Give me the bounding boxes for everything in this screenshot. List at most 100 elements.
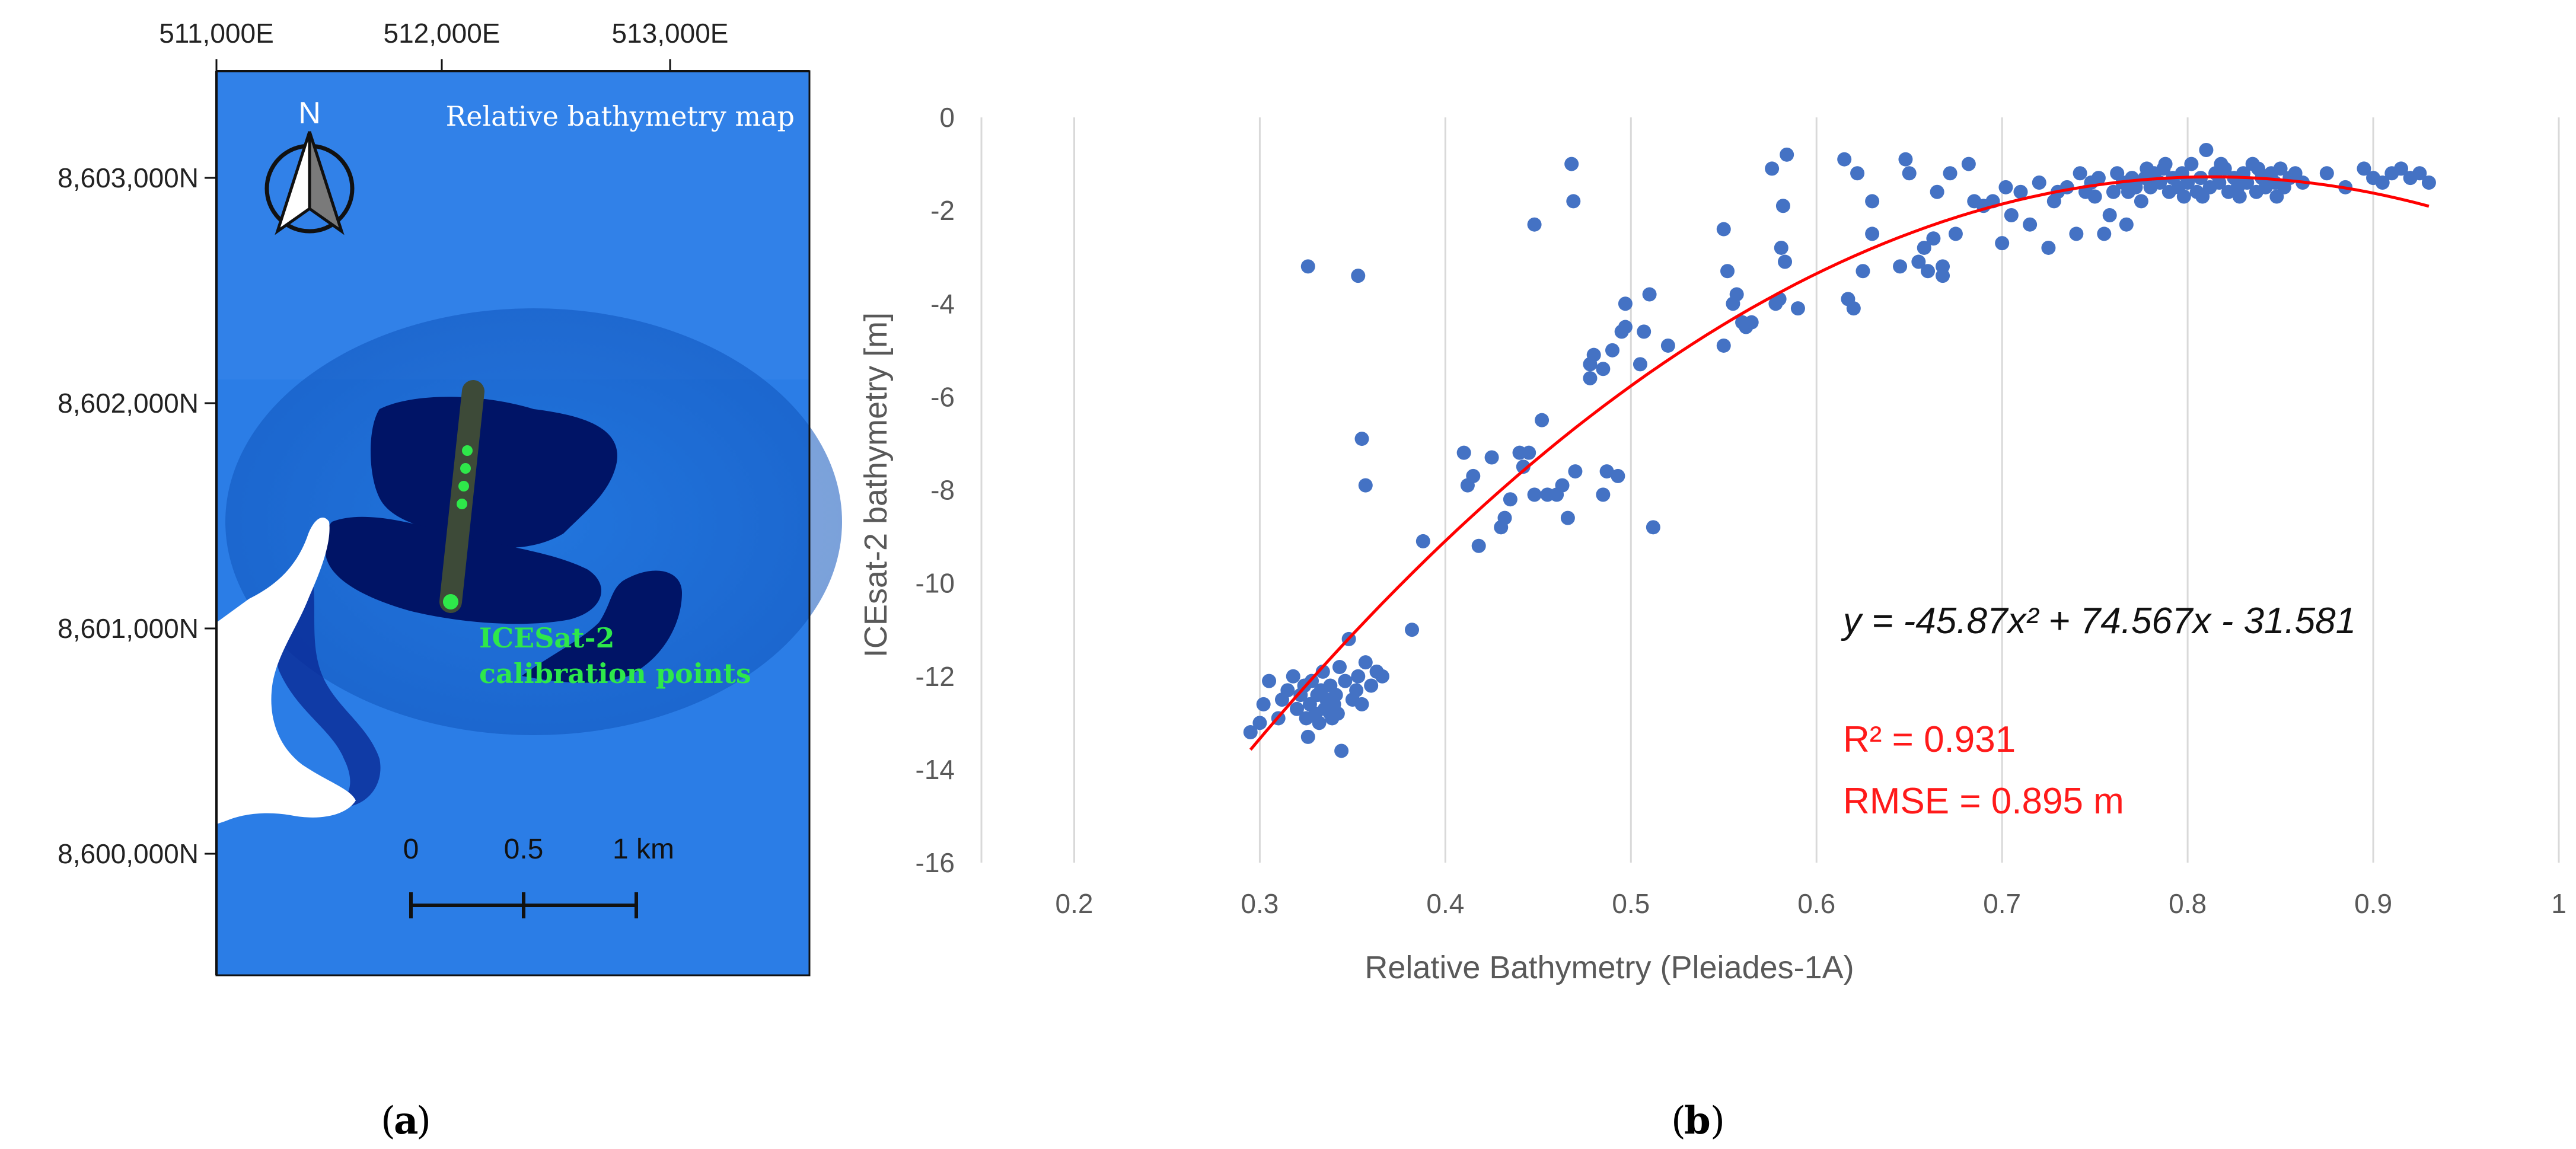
data-point [1332, 660, 1347, 675]
y-tick-label: -12 [916, 661, 955, 692]
data-point [2091, 171, 2106, 186]
panel-label-b: ( b ) [1671, 1099, 1725, 1143]
data-point [1522, 445, 1536, 460]
data-point [1775, 199, 1790, 213]
data-point [1358, 655, 1373, 670]
icesat-calibration-point [443, 594, 458, 609]
data-point [1349, 683, 1364, 698]
svg-text:): ) [416, 1099, 431, 1143]
data-point [2251, 161, 2266, 176]
data-point [1948, 226, 1963, 241]
x-tick-label: 0.3 [1241, 888, 1279, 919]
data-point [1856, 264, 1870, 279]
data-point [1300, 259, 1315, 274]
data-point [1611, 468, 1625, 483]
icesat-calibration-point [457, 499, 467, 509]
data-point [1252, 716, 1267, 730]
data-point [1566, 194, 1581, 209]
data-point [2140, 161, 2154, 176]
data-point [2121, 184, 2135, 199]
data-point [1243, 725, 1258, 740]
x-tick-label: 0.2 [1055, 888, 1093, 919]
data-point [1633, 357, 1647, 372]
data-point [1484, 450, 1499, 465]
data-point [1503, 492, 1517, 507]
data-point [1995, 236, 2010, 251]
data-point [1338, 674, 1353, 688]
data-point [1926, 231, 1941, 246]
northing-label: 8,602,000N [58, 388, 199, 419]
data-point [1364, 678, 1379, 693]
data-point [1637, 324, 1652, 339]
panel-letter-a: a [394, 1099, 418, 1143]
x-tick-label: 0.5 [1612, 888, 1650, 919]
data-point [1586, 347, 1601, 362]
scale-label: 0 [403, 834, 419, 865]
data-point [1351, 269, 1366, 283]
panel-label-a: ( a ) [381, 1099, 431, 1143]
data-point [1599, 464, 1614, 479]
chart-grid [980, 117, 2560, 863]
data-point [2097, 226, 2112, 241]
data-point [1720, 264, 1735, 279]
data-point [2041, 240, 2056, 255]
data-point [2032, 175, 2046, 190]
panel-letter-b: b [1684, 1099, 1711, 1143]
data-point [1535, 413, 1550, 427]
data-point [1328, 688, 1343, 703]
data-point [2134, 194, 2148, 209]
data-point [1618, 320, 1633, 334]
data-point [2023, 217, 2038, 232]
chart-panel: 0.2 0.3 0.4 0.5 0.6 0.7 0.8 0.9 1 0 -2 -4 -6 -8 -10 -1… [858, 102, 2567, 1143]
data-point [1256, 697, 1271, 711]
data-point [1354, 432, 1369, 446]
fit-equation: y = -45.87x² + 74.567x - 31.581 [1841, 601, 2356, 641]
data-point [1778, 254, 1793, 269]
data-point [2195, 189, 2210, 204]
data-point [1716, 222, 1731, 237]
data-point [1865, 194, 1880, 209]
data-point [2180, 175, 2195, 190]
scatter-series [1243, 142, 2436, 758]
data-point [1497, 510, 1512, 525]
icesat-calibration-point [460, 463, 471, 474]
easting-label: 512,000E [384, 18, 500, 49]
data-point [1790, 301, 1805, 316]
data-point [1898, 152, 1913, 167]
data-point [1837, 152, 1852, 167]
data-point [1290, 701, 1304, 716]
data-point [2176, 189, 2191, 204]
map-land [216, 517, 356, 824]
data-point [1375, 669, 1389, 684]
data-point [1596, 487, 1611, 502]
easting-label: 511,000E [159, 18, 274, 49]
data-point [1911, 254, 1926, 269]
map-title: Relative bathymetry map [446, 100, 795, 132]
data-point [1961, 157, 1976, 171]
data-point [1765, 161, 1780, 176]
data-point [2357, 161, 2371, 176]
data-point [1596, 362, 1611, 376]
data-point [1865, 226, 1880, 241]
northing-label: 8,601,000N [58, 613, 199, 644]
y-tick-label: 0 [939, 102, 955, 133]
data-point [1560, 510, 1575, 525]
data-point [1323, 706, 1338, 721]
data-point [1564, 157, 1579, 171]
x-tick-labels: 0.2 0.3 0.4 0.5 0.6 0.7 0.8 0.9 1 [1055, 888, 2566, 919]
data-point [1605, 343, 1619, 358]
data-point [2158, 157, 2173, 171]
data-point [1642, 287, 1657, 302]
icesat-calibration-point [458, 481, 469, 491]
y-tick-label: -2 [930, 195, 955, 226]
data-point [1466, 468, 1481, 483]
north-arrow-icon [264, 131, 355, 235]
data-point [1351, 669, 1366, 684]
data-point [1516, 459, 1531, 474]
data-point [1456, 445, 1471, 460]
y-tick-label: -14 [916, 754, 955, 785]
data-point [1527, 217, 1542, 232]
data-point [2059, 180, 2074, 194]
data-point [1917, 240, 1931, 255]
